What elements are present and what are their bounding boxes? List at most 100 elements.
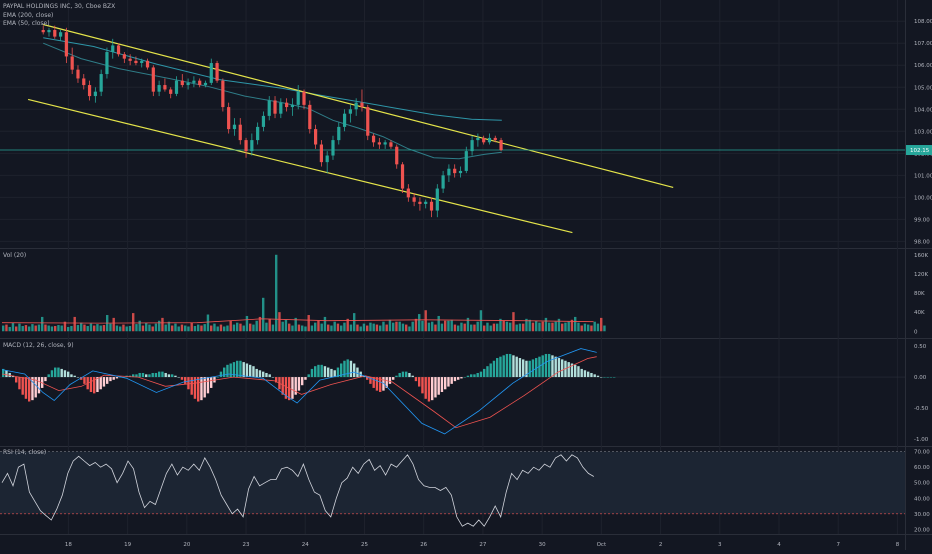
macd-histogram-bar (310, 368, 314, 378)
volume-bar (249, 323, 252, 332)
volume-title[interactable]: Vol (20) (3, 252, 27, 259)
volume-bar (486, 322, 489, 332)
volume-bar (184, 325, 187, 332)
price-title[interactable]: PAYPAL HOLDINGS INC, 30, Cboe BZX (3, 3, 116, 10)
price-tick-label: 103.00 (914, 129, 932, 135)
volume-bar (470, 324, 473, 332)
macd-histogram-bar (154, 372, 158, 378)
macd-histogram-bar (2, 368, 5, 378)
price-tick-label: 101.00 (914, 173, 932, 179)
candle-body (169, 89, 173, 94)
volume-bar (505, 321, 509, 332)
candle-body (412, 197, 416, 202)
volume-bar (600, 317, 603, 332)
macd-histogram-bar (382, 377, 385, 391)
candle-body (273, 100, 277, 114)
volume-bar (330, 325, 333, 332)
macd-histogram-bar (252, 366, 255, 378)
volume-bar (193, 326, 197, 332)
candle-body (377, 142, 381, 145)
macd-histogram-bar (258, 370, 262, 378)
x-tick-label: Oct (597, 542, 607, 548)
volume-bar (603, 325, 606, 332)
x-tick-label: 8 (896, 542, 900, 548)
volume-bar (509, 322, 512, 332)
macd-histogram-bar (80, 377, 83, 380)
candle-body (58, 32, 63, 37)
macd-histogram-bar (236, 360, 239, 378)
volume-bar (535, 320, 538, 332)
volume-bar (408, 326, 411, 332)
rsi-tick-label: 40.00 (914, 496, 930, 502)
macd-histogram-bar (249, 364, 252, 378)
last-price-badge (906, 145, 932, 156)
macd-histogram-bar (132, 374, 135, 378)
candle-body (290, 104, 295, 108)
candle-body (308, 104, 312, 130)
macd-histogram-bar (518, 358, 522, 378)
volume-bar (489, 325, 492, 332)
candle-body (64, 32, 68, 57)
volume-bar (70, 326, 73, 332)
x-tick-label: 4 (777, 542, 781, 548)
volume-bar (548, 322, 551, 332)
macd-histogram-bar (37, 377, 41, 394)
macd-histogram-bar (372, 377, 375, 388)
volume-bar (275, 254, 278, 332)
macd-histogram-bar (525, 360, 528, 378)
macd-histogram-bar (447, 377, 450, 387)
macd-histogram-bar (509, 353, 512, 378)
macd-histogram-bar (102, 377, 106, 387)
x-tick-label: 26 (420, 542, 427, 548)
volume-bar (8, 326, 11, 332)
candle-body (476, 137, 480, 141)
macd-histogram-bar (551, 355, 554, 378)
volume-bar (41, 316, 44, 332)
volume-bar (544, 317, 548, 332)
macd-histogram-bar (54, 367, 57, 378)
macd-histogram-bar (184, 377, 187, 384)
volume-bar (340, 325, 343, 332)
macd-histogram-bar (83, 377, 86, 384)
volume-bar (528, 319, 531, 332)
candle-body (105, 52, 109, 75)
macd-histogram-bar (479, 371, 483, 378)
macd-histogram-bar (307, 374, 310, 378)
candle-body (250, 140, 254, 152)
volume-bar (119, 326, 122, 332)
volume-bar (132, 313, 135, 332)
volume-bar (99, 325, 102, 332)
macd-histogram-bar (24, 377, 28, 399)
macd-title[interactable]: MACD (12, 26, close, 9) (3, 342, 74, 349)
volume-bar (577, 322, 580, 332)
candle-body (198, 80, 202, 86)
macd-histogram-bar (580, 368, 583, 378)
volume-bar (522, 323, 525, 332)
candle-body (116, 45, 121, 55)
macd-histogram-bar (67, 371, 70, 378)
candle-body (406, 188, 410, 198)
macd-histogram-bar (486, 366, 489, 378)
macd-histogram-bar (216, 377, 219, 378)
candle-body (482, 137, 486, 143)
macd-histogram-bar (489, 363, 492, 378)
macd-histogram-bar (148, 374, 151, 378)
volume-tick-label: 80K (914, 291, 925, 297)
volume-bar (54, 326, 57, 332)
macd-histogram-bar (538, 356, 541, 378)
candle-body (53, 30, 57, 37)
volume-bar (307, 315, 310, 332)
ema200-legend[interactable]: EMA (200, close) (3, 11, 54, 19)
volume-tick-label: 160K (914, 253, 928, 259)
volume-bar (278, 312, 281, 332)
ema50-legend[interactable]: EMA (50, close) (3, 20, 50, 28)
candle-body (261, 115, 266, 127)
volume-bar (483, 325, 486, 332)
candle-body (348, 109, 352, 114)
macd-histogram-bar (171, 374, 174, 378)
volume-bar (190, 322, 193, 332)
volume-bar (515, 324, 518, 332)
rsi-title[interactable]: RSI (14, close) (3, 449, 47, 456)
macd-histogram-bar (50, 370, 54, 378)
